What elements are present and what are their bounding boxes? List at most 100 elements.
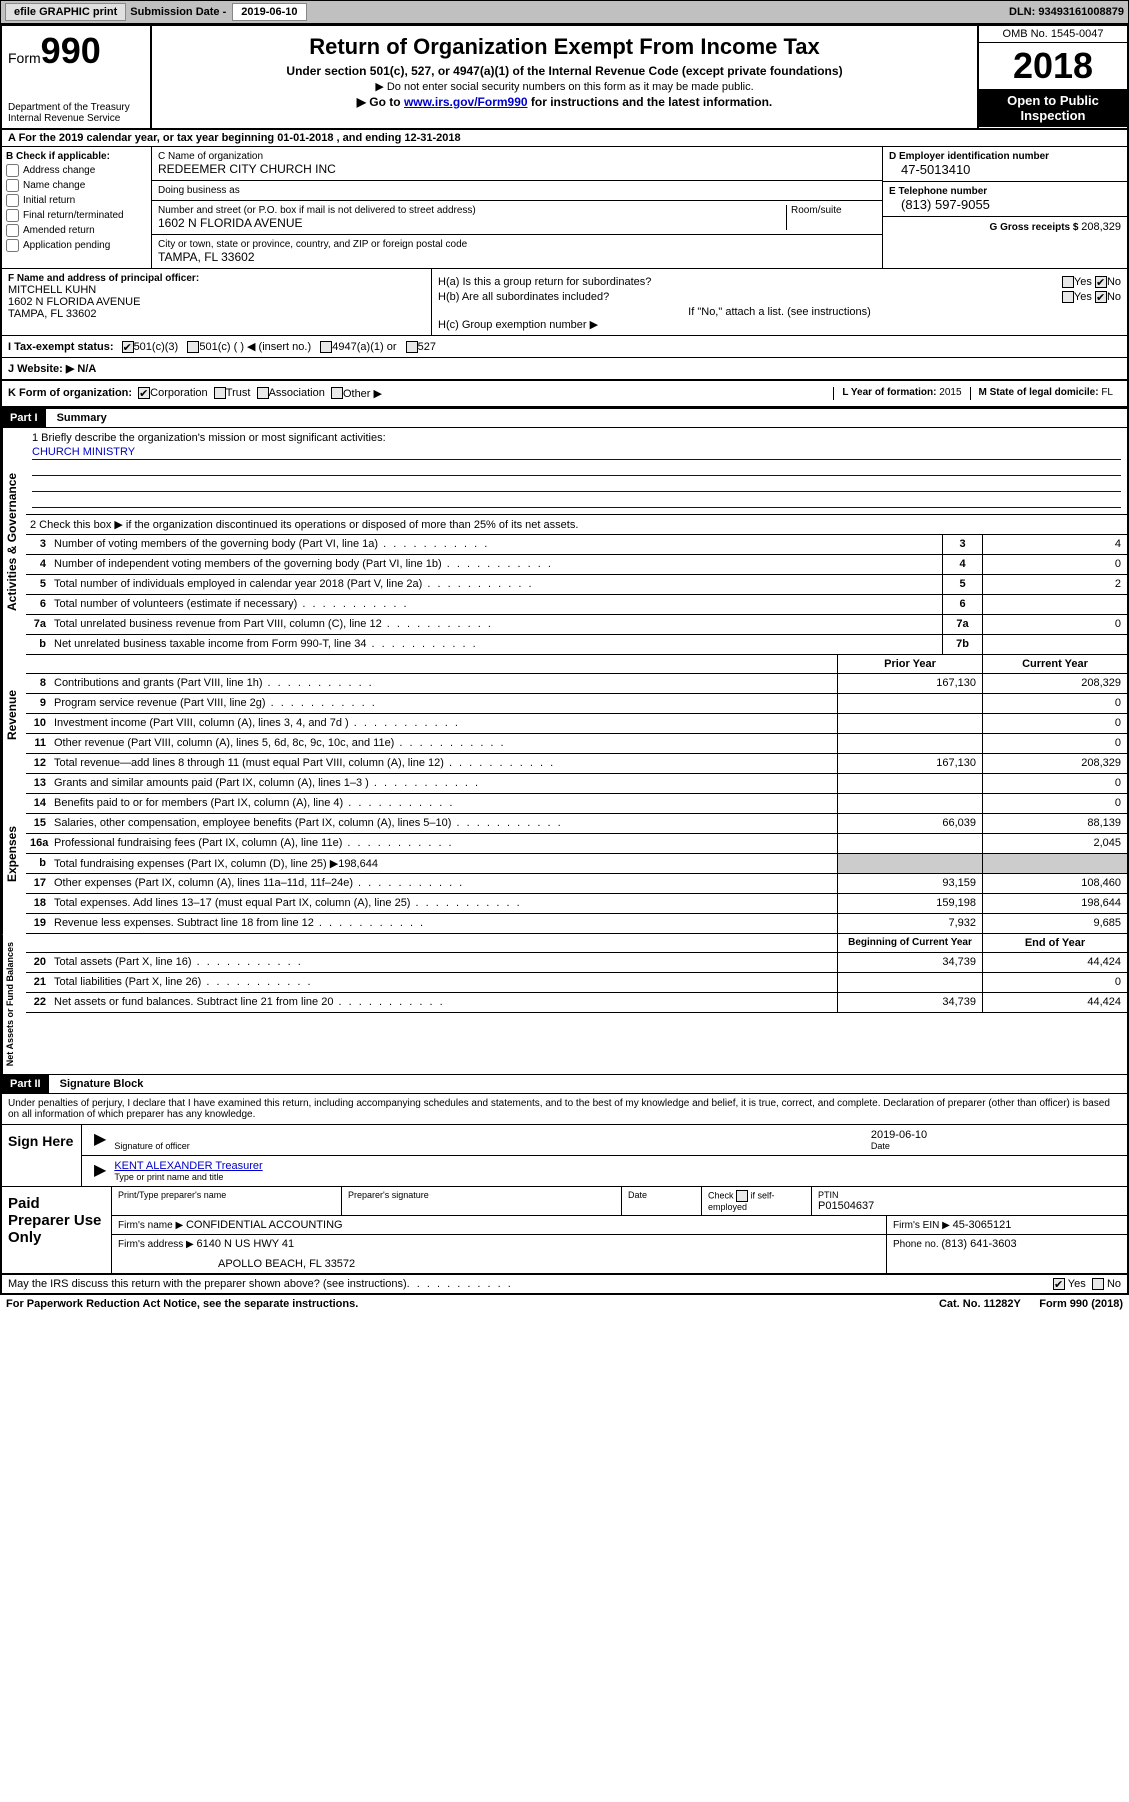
form-subtitle-2: ▶ Do not enter social security numbers o… — [156, 80, 973, 93]
sidebar-expenses: Expenses — [2, 774, 26, 934]
line-11-prior — [837, 734, 982, 753]
row-k-form-org: K Form of organization: Corporation Trus… — [2, 381, 1127, 408]
line-20-current: 44,424 — [982, 953, 1127, 972]
line-17: 17Other expenses (Part IX, column (A), l… — [26, 874, 1127, 894]
expenses-section: Expenses 13Grants and similar amounts pa… — [2, 774, 1127, 934]
cb-amended[interactable] — [6, 224, 19, 237]
city-label: City or town, state or province, country… — [158, 239, 876, 250]
sub-date-label: Submission Date - — [130, 6, 226, 18]
line-9-prior — [837, 694, 982, 713]
line-13-prior — [837, 774, 982, 793]
line-6-value — [982, 595, 1127, 614]
cb-assoc[interactable] — [257, 387, 269, 399]
dln: DLN: 93493161008879 — [1009, 6, 1124, 18]
part-1-badge: Part I — [2, 409, 46, 427]
line-8: 8Contributions and grants (Part VIII, li… — [26, 674, 1127, 694]
state-domicile: FL — [1101, 387, 1113, 398]
tel-label: E Telephone number — [889, 186, 1121, 197]
paperwork-notice: For Paperwork Reduction Act Notice, see … — [6, 1298, 358, 1310]
ha-label: H(a) Is this a group return for subordin… — [438, 276, 651, 288]
part-2-title: Signature Block — [52, 1075, 152, 1093]
form-subtitle-1: Under section 501(c), 527, or 4947(a)(1)… — [156, 64, 973, 78]
current-year-hdr: Current Year — [982, 655, 1127, 673]
cb-501c3[interactable] — [122, 341, 134, 353]
org-name: REDEEMER CITY CHURCH INC — [158, 162, 876, 176]
hb-note: If "No," attach a list. (see instruction… — [438, 306, 1121, 318]
officer-name-link[interactable]: KENT ALEXANDER Treasurer — [114, 1160, 262, 1172]
line-12-prior: 167,130 — [837, 754, 982, 773]
row-j-website: J Website: ▶ N/A — [2, 358, 1127, 381]
line-13: 13Grants and similar amounts paid (Part … — [26, 774, 1127, 794]
line-22-current: 44,424 — [982, 993, 1127, 1012]
irs-discuss-q: May the IRS discuss this return with the… — [8, 1278, 407, 1290]
line-14: 14Benefits paid to or for members (Part … — [26, 794, 1127, 814]
line-16a-prior — [837, 834, 982, 853]
dba-label: Doing business as — [158, 185, 876, 196]
cb-other[interactable] — [331, 387, 343, 399]
net-assets-section: Net Assets or Fund Balances Beginning of… — [2, 934, 1127, 1074]
ein: 47-5013410 — [889, 162, 1121, 177]
tax-label: I Tax-exempt status: — [8, 341, 114, 353]
form-ref: Form 990 (2018) — [1039, 1298, 1123, 1310]
cb-app-pending[interactable] — [6, 239, 19, 252]
hb-no[interactable] — [1095, 291, 1107, 303]
line-18-prior: 159,198 — [837, 894, 982, 913]
line-b-value — [982, 635, 1127, 654]
website-value: N/A — [77, 363, 96, 375]
activities-governance: Activities & Governance 1 Briefly descri… — [2, 428, 1127, 655]
perjury-declaration: Under penalties of perjury, I declare th… — [2, 1094, 1127, 1125]
firm-ein: 45-3065121 — [953, 1219, 1012, 1231]
discuss-no[interactable] — [1092, 1278, 1104, 1290]
org-name-label: C Name of organization — [158, 151, 876, 162]
irs-link[interactable]: www.irs.gov/Form990 — [404, 95, 528, 109]
line-14-current: 0 — [982, 794, 1127, 813]
line-1-mission: 1 Briefly describe the organization's mi… — [26, 428, 1127, 515]
cb-name-change[interactable] — [6, 179, 19, 192]
cb-self-employed[interactable] — [736, 1190, 748, 1202]
officer-addr1: 1602 N FLORIDA AVENUE — [8, 296, 425, 308]
room-label: Room/suite — [791, 205, 876, 216]
officer-name: MITCHELL KUHN — [8, 284, 425, 296]
cb-501c[interactable] — [187, 341, 199, 353]
officer-label: F Name and address of principal officer: — [8, 273, 425, 284]
discuss-yes[interactable] — [1053, 1278, 1065, 1290]
cb-4947[interactable] — [320, 341, 332, 353]
line-2: 2 Check this box ▶ if the organization d… — [26, 515, 1127, 534]
form-meta: OMB No. 1545-0047 2018 Open to Public In… — [977, 26, 1127, 128]
prior-year-hdr: Prior Year — [837, 655, 982, 673]
ha-no[interactable] — [1095, 276, 1107, 288]
website-label: J Website: ▶ — [8, 363, 77, 375]
year-formation: 2015 — [939, 387, 961, 398]
year-form-label: L Year of formation: — [842, 387, 939, 398]
cb-final-return[interactable] — [6, 209, 19, 222]
hb-yes[interactable] — [1062, 291, 1074, 303]
hc-label: H(c) Group exemption number ▶ — [438, 318, 1121, 331]
tax-year: 2018 — [979, 43, 1127, 89]
line-b: bNet unrelated business taxable income f… — [26, 635, 1127, 655]
line-19-current: 9,685 — [982, 914, 1127, 933]
line-22: 22Net assets or fund balances. Subtract … — [26, 993, 1127, 1013]
line-9-current: 0 — [982, 694, 1127, 713]
firm-name: CONFIDENTIAL ACCOUNTING — [186, 1219, 343, 1231]
line-15: 15Salaries, other compensation, employee… — [26, 814, 1127, 834]
irs-discuss-row: May the IRS discuss this return with the… — [2, 1274, 1127, 1293]
cb-trust[interactable] — [214, 387, 226, 399]
line-12-current: 208,329 — [982, 754, 1127, 773]
line-16a-current: 2,045 — [982, 834, 1127, 853]
cb-corp[interactable] — [138, 387, 150, 399]
line-15-prior: 66,039 — [837, 814, 982, 833]
efile-btn[interactable]: efile GRAPHIC print — [5, 3, 126, 21]
cb-address-change[interactable] — [6, 164, 19, 177]
mission-text: CHURCH MINISTRY — [32, 446, 1121, 460]
line-17-current: 108,460 — [982, 874, 1127, 893]
cb-527[interactable] — [406, 341, 418, 353]
line-6: 6Total number of volunteers (estimate if… — [26, 595, 1127, 615]
line-20: 20Total assets (Part X, line 16)34,73944… — [26, 953, 1127, 973]
sidebar-ag: Activities & Governance — [2, 428, 26, 655]
part-1-title: Summary — [49, 409, 115, 427]
ha-yes[interactable] — [1062, 276, 1074, 288]
sig-date: 2019-06-10 — [871, 1129, 1123, 1141]
dept: Department of the Treasury Internal Reve… — [8, 102, 144, 124]
cb-initial-return[interactable] — [6, 194, 19, 207]
col-b-checkboxes: B Check if applicable: Address change Na… — [2, 147, 152, 268]
